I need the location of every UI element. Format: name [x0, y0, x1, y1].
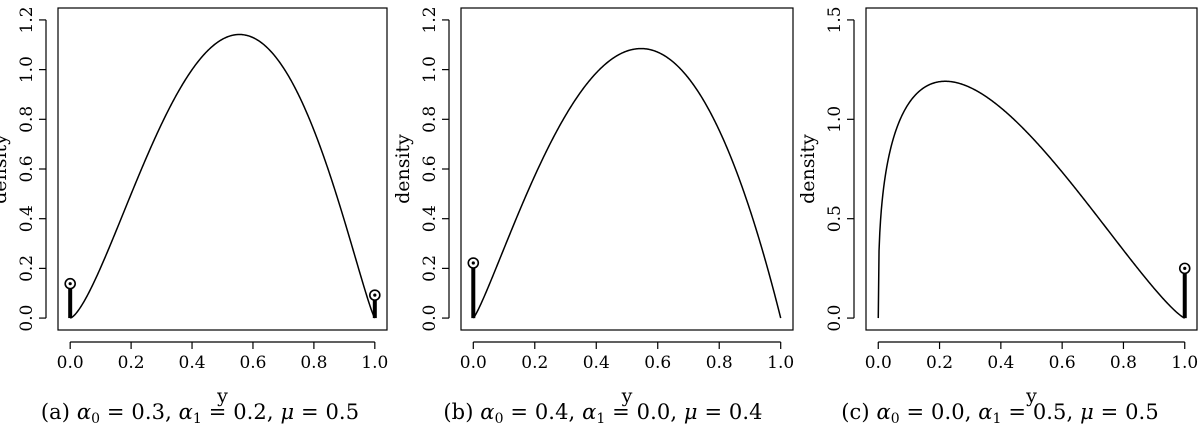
point-mass-dot	[471, 261, 475, 265]
x-tick-label: 0.0	[460, 353, 487, 373]
x-tick-label: 1.0	[1171, 353, 1198, 373]
y-tick-label: 1.2	[17, 6, 37, 33]
x-tick-label: 0.2	[521, 353, 548, 373]
y-tick-label: 0.0	[17, 305, 37, 332]
x-tick-label: 1.0	[767, 353, 794, 373]
x-tick-label: 0.0	[865, 353, 892, 373]
x-tick-label: 0.6	[644, 353, 671, 373]
y-tick-label: 0.0	[825, 305, 845, 332]
panel-a: 0.0 0.2 0.4 0.6 0.8 1.0 y 0.0 0.2 0.4 0.6 0.8 1.0 1.2…	[0, 0, 400, 440]
density-curve	[877, 80, 1186, 319]
panel-b: 0.0 0.2 0.4 0.6 0.8 1.0 y 0.0 0.2 0.4 0.6 0.8 1.0 1.2…	[392, 0, 803, 440]
y-tick-label: 0.8	[420, 106, 440, 133]
x-tick-label: 0.6	[1049, 353, 1076, 373]
plot-frame	[57, 7, 388, 331]
x-axis-label: y	[216, 385, 228, 407]
y-tick-label: 0.4	[17, 205, 37, 232]
point-mass-dot	[68, 282, 72, 286]
x-axis-label: y	[621, 385, 633, 407]
x-tick-label: 0.8	[706, 353, 733, 373]
y-tick-label: 1.0	[825, 106, 845, 133]
panel-c: 0.0 0.2 0.4 0.6 0.8 1.0 y 0.0 0.5 1.0 1.5 density (…	[797, 0, 1200, 440]
caption-b: (b) α0 = 0.4, α1 = 0.0, μ = 0.4	[443, 400, 763, 427]
x-tick-label: 0.6	[239, 353, 266, 373]
x-tick-label: 1.0	[361, 353, 388, 373]
density-curve	[472, 47, 782, 319]
point-mass-dot	[373, 293, 377, 297]
y-tick-label: 0.8	[17, 106, 37, 133]
x-tick-label: 0.4	[583, 353, 610, 373]
x-tick-label: 0.8	[1110, 353, 1137, 373]
plot-frame	[460, 7, 794, 331]
x-tick-label: 0.2	[118, 353, 145, 373]
x-tick-label: 0.8	[300, 353, 327, 373]
y-axis-label: density	[392, 134, 414, 204]
density-curve	[69, 33, 376, 319]
y-tick-label: 1.0	[17, 56, 37, 83]
y-tick-label: 0.5	[825, 205, 845, 232]
chart-c: 0.0 0.2 0.4 0.6 0.8 1.0 y 0.0 0.5 1.0 1.5 density	[797, 6, 1198, 407]
plot-frame	[865, 7, 1198, 331]
y-tick-label: 0.6	[420, 155, 440, 182]
y-tick-label: 0.0	[420, 305, 440, 332]
point-mass-dot	[1183, 266, 1187, 270]
x-tick-label: 0.4	[987, 353, 1014, 373]
y-tick-label: 0.6	[17, 155, 37, 182]
caption-a: (a) α0 = 0.3, α1 = 0.2, μ = 0.5	[40, 400, 360, 427]
y-tick-label: 1.5	[825, 6, 845, 33]
x-tick-label: 0.4	[179, 353, 206, 373]
y-tick-label: 0.4	[420, 205, 440, 232]
y-axis-label: density	[0, 134, 11, 204]
y-tick-label: 1.0	[420, 56, 440, 83]
y-tick-label: 0.2	[17, 255, 37, 282]
x-axis-label: y	[1025, 385, 1037, 407]
caption-c: (c) α0 = 0.0, α1 = 0.5, μ = 0.5	[841, 400, 1159, 427]
y-tick-label: 1.2	[420, 6, 440, 33]
chart-b: 0.0 0.2 0.4 0.6 0.8 1.0 y 0.0 0.2 0.4 0.6 0.8 1.0 1.2…	[392, 6, 794, 407]
x-tick-label: 0.2	[926, 353, 953, 373]
y-axis-label: density	[797, 134, 819, 204]
y-tick-label: 0.2	[420, 255, 440, 282]
x-tick-label: 0.0	[57, 353, 84, 373]
chart-a: 0.0 0.2 0.4 0.6 0.8 1.0 y 0.0 0.2 0.4 0.6 0.8 1.0 1.2…	[0, 6, 388, 407]
